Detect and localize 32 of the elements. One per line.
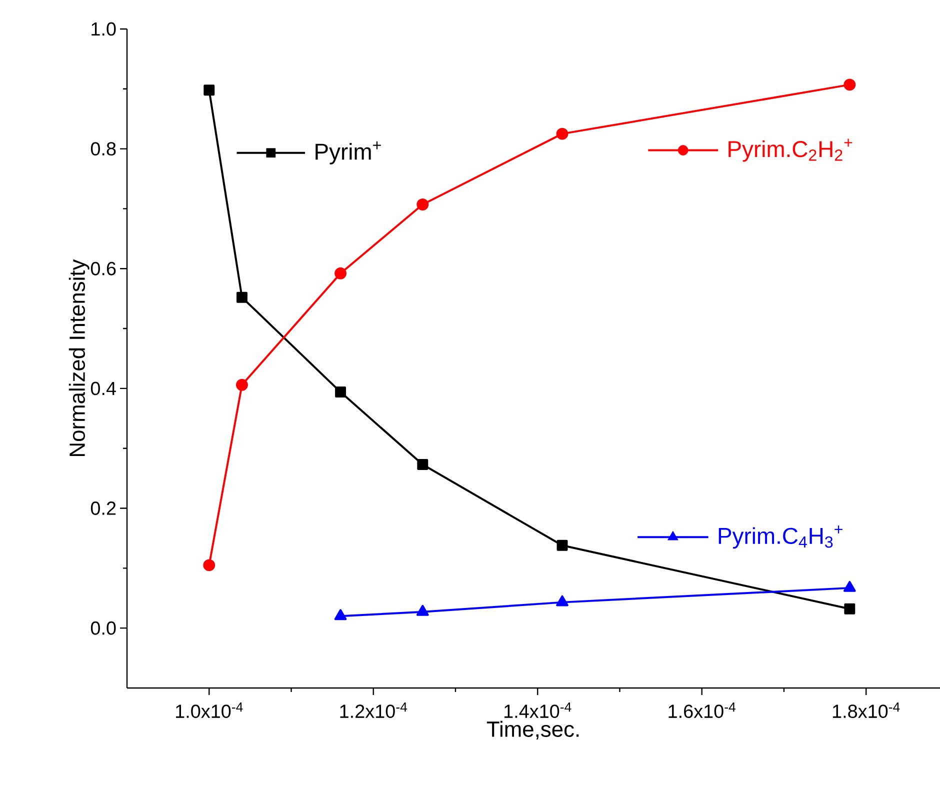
legend-label: Pyrim.C$_{4}$H$_{3}$+ [718, 526, 842, 549]
y-tick-label: 0.2 [90, 502, 116, 515]
y-tick-label: 0.8 [90, 142, 116, 156]
x-tick-label: 1.8x10$^{-4}$ [832, 702, 900, 718]
point [556, 540, 568, 551]
point [416, 198, 429, 210]
legend-label: Pyrim$^{+}$ [316, 141, 381, 164]
point [334, 267, 346, 280]
point [335, 386, 346, 398]
point [334, 609, 347, 620]
x-tick-label: 1.4x10$^{-4}$ [504, 702, 572, 718]
y-tick-label: 0.0 [90, 621, 116, 635]
x-axis-title: Time,sec. [486, 720, 579, 740]
x-tick-label: 1.6x10$^{-4}$ [668, 702, 736, 718]
y-tick-label: 0.6 [90, 262, 116, 276]
point [843, 580, 856, 592]
point [204, 84, 215, 96]
point [556, 595, 568, 606]
y-axis-title: Normalized Intensity [68, 259, 90, 456]
y-tick-label: 0.4 [90, 382, 116, 396]
point [556, 128, 568, 140]
point [417, 459, 428, 470]
point [844, 603, 856, 614]
point [844, 78, 856, 91]
x-tick-label: 1.2x10$^{-4}$ [340, 702, 408, 718]
point [236, 378, 248, 391]
y-tick-label: 1.0 [92, 22, 116, 36]
x-tick-label: 1.0x10$^{-4}$ [176, 702, 243, 718]
legend-label: Pyrim.C$_{2}$H$_{2}$+ [728, 138, 852, 162]
point [416, 604, 429, 616]
point [236, 292, 248, 303]
point [203, 559, 216, 572]
